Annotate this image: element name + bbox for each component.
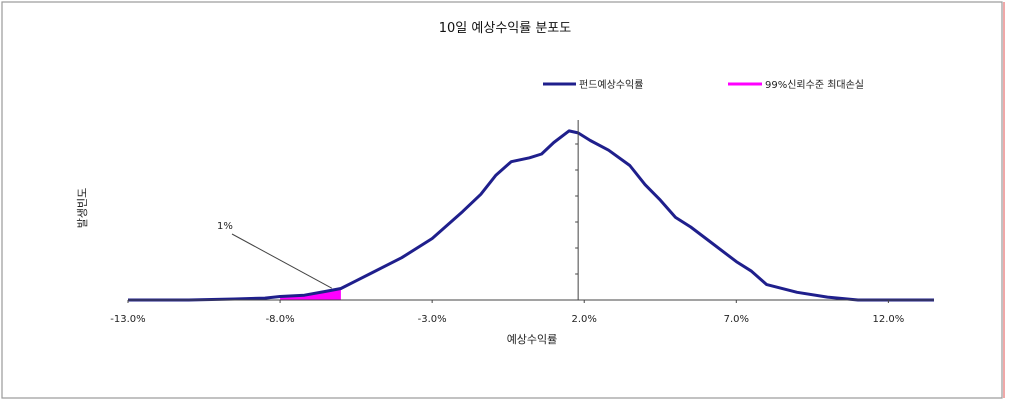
x-tick-label: 2.0%	[572, 314, 597, 325]
x-tick-label: -8.0%	[266, 314, 295, 325]
legend-label-fund: 펀드예상수익률	[579, 79, 643, 91]
annotation-leader-line	[231, 233, 333, 289]
fund-return-curve	[128, 129, 934, 302]
x-tick-label: -13.0%	[110, 314, 145, 325]
x-tick-label: 12.0%	[872, 314, 904, 325]
legend: 펀드예상수익률 99%신뢰수준 최대손실	[543, 79, 864, 91]
chart-title: 10일 예상수익률 분포도	[439, 21, 571, 36]
curve-layer	[128, 129, 934, 302]
chart-border	[1, 1, 1003, 399]
x-axis-title: 예상수익률	[507, 333, 558, 346]
x-tick-label: 7.0%	[724, 314, 749, 325]
y-axis-title: 발생빈도	[76, 188, 89, 228]
annotation-label: 1%	[217, 221, 233, 232]
annotation-layer: 1%	[217, 221, 333, 289]
axis-layer: -13.0% -8.0% -3.0% 2.0% 7.0% 12.0%	[110, 120, 934, 325]
legend-label-var: 99%신뢰수준 최대손실	[765, 79, 864, 91]
x-tick-label: -3.0%	[418, 314, 447, 325]
